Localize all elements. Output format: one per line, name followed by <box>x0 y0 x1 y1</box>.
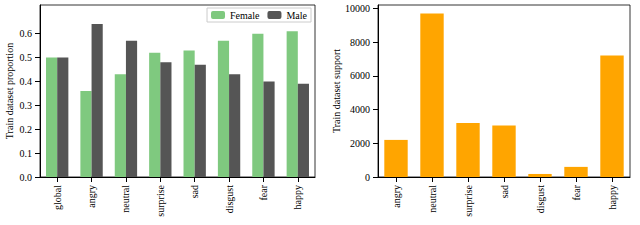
svg-text:0.1: 0.1 <box>20 148 33 159</box>
svg-text:neutral: neutral <box>120 185 131 213</box>
svg-text:sad: sad <box>189 185 200 198</box>
svg-text:6000: 6000 <box>350 70 370 81</box>
svg-text:Male: Male <box>286 10 307 21</box>
svg-text:0.4: 0.4 <box>20 76 33 87</box>
svg-text:surprise: surprise <box>463 184 474 216</box>
svg-text:Female: Female <box>230 10 260 21</box>
svg-text:surprise: surprise <box>155 184 166 216</box>
svg-text:happy: happy <box>607 185 618 209</box>
svg-text:4000: 4000 <box>350 104 370 115</box>
svg-text:0.5: 0.5 <box>20 52 33 63</box>
svg-text:disgust: disgust <box>224 185 235 214</box>
svg-text:Train dataset proportion: Train dataset proportion <box>4 43 15 139</box>
svg-text:0.0: 0.0 <box>20 172 33 183</box>
svg-text:Train dataset support: Train dataset support <box>331 49 342 133</box>
svg-text:global: global <box>52 185 63 210</box>
svg-text:8000: 8000 <box>350 37 370 48</box>
svg-text:neutral: neutral <box>427 185 438 213</box>
svg-text:0: 0 <box>365 172 370 183</box>
svg-text:angry: angry <box>391 185 402 208</box>
svg-text:10000: 10000 <box>345 3 370 14</box>
svg-text:happy: happy <box>292 185 303 209</box>
svg-text:0.2: 0.2 <box>20 124 33 135</box>
svg-text:2000: 2000 <box>350 138 370 149</box>
svg-text:sad: sad <box>499 185 510 198</box>
svg-text:angry: angry <box>86 185 97 208</box>
svg-text:0.3: 0.3 <box>20 100 33 111</box>
svg-text:fear: fear <box>571 184 582 200</box>
svg-text:disgust: disgust <box>535 185 546 214</box>
svg-text:fear: fear <box>258 184 269 200</box>
svg-text:0.6: 0.6 <box>20 28 33 39</box>
